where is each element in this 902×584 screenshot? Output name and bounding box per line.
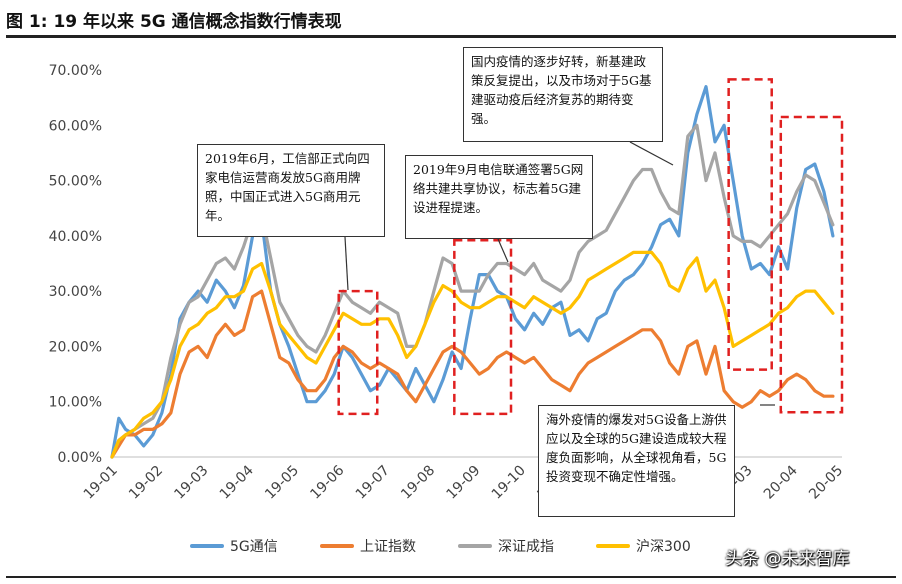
- callout-sept-sharing: 2019年9月电信联通签署5G网络共建共享协议，标志着5G建设进程提速。: [405, 155, 593, 239]
- highlight-box-3: [779, 115, 844, 414]
- callout-june-license: 2019年6月，工信部正式向四家电信运营商发放5G商用牌照，中国正式进入5G商用…: [197, 144, 385, 237]
- title-rule: [6, 35, 896, 38]
- bottom-rule: [6, 576, 896, 578]
- legend-item-sse: 上证指数: [320, 534, 416, 558]
- x-tick-label: 20-04: [761, 462, 801, 502]
- highlight-box-1: [453, 239, 513, 416]
- series-line-5g: [110, 85, 835, 459]
- legend-item-5g: 5G通信: [190, 534, 278, 558]
- y-tick-label: 60.00%: [49, 118, 102, 134]
- x-tick-label: 19-02: [126, 463, 166, 503]
- x-tick-label: 20-05: [806, 463, 846, 503]
- y-tick-label: 20.00%: [49, 339, 102, 355]
- x-tick-label: 19-07: [353, 463, 393, 503]
- x-tick-label: 19-06: [307, 462, 347, 502]
- callout-pointer-2: [629, 141, 674, 166]
- y-tick-label: 50.00%: [49, 174, 102, 190]
- legend-item-szse: 深证成指: [458, 534, 554, 558]
- legend-swatch-5g: [190, 544, 224, 548]
- legend-label-5g: 5G通信: [230, 539, 278, 555]
- callout-domestic-recovery: 国内疫情的逐步好转，新基建政策反复提出，以及市场对于5G基建驱动疫后经济复苏的期…: [463, 47, 663, 142]
- x-tick-label: 19-09: [443, 463, 483, 503]
- series-line-szse: [110, 123, 835, 459]
- y-tick-label: 0.00%: [58, 450, 102, 466]
- legend-label-sse: 上证指数: [360, 539, 416, 555]
- legend-item-hs300: 沪深300: [596, 534, 691, 558]
- x-tick-label: 19-01: [81, 463, 121, 503]
- y-tick-label: 40.00%: [49, 229, 102, 245]
- legend-label-szse: 深证成指: [498, 539, 554, 555]
- x-tick-label: 19-05: [262, 463, 302, 503]
- legend-swatch-hs300: [596, 544, 630, 548]
- watermark: 头条 @未来智库: [725, 549, 850, 569]
- callout-overseas-impact: 海外疫情的爆发对5G设备上游供应以及全球的5G建设造成较大程度负面影响，从全球视…: [538, 405, 735, 517]
- series-line-sse: [110, 289, 835, 459]
- y-tick-label: 70.00%: [49, 63, 102, 79]
- y-tick-label: 30.00%: [49, 284, 102, 300]
- callout-pointer-0: [344, 236, 349, 291]
- callout-pointer-1: [497, 238, 509, 263]
- title-bar: 图 1: 19 年以来 5G 通信概念指数行情表现: [6, 4, 896, 38]
- x-tick-label: 19-03: [171, 463, 211, 503]
- chart-legend: 5G通信 上证指数 深证成指 沪深300: [190, 534, 750, 558]
- page-title: 图 1: 19 年以来 5G 通信概念指数行情表现: [6, 12, 342, 32]
- x-tick-label: 19-10: [489, 463, 529, 503]
- legend-swatch-sse: [320, 544, 354, 548]
- y-tick-label: 10.00%: [49, 395, 102, 411]
- legend-label-hs300: 沪深300: [636, 539, 691, 555]
- series-line-hs300: [110, 250, 835, 459]
- highlight-box-0: [337, 289, 379, 416]
- x-tick-label: 19-04: [217, 462, 257, 502]
- x-tick-label: 19-08: [398, 463, 438, 503]
- legend-swatch-szse: [458, 544, 492, 548]
- highlight-box-2: [727, 78, 773, 371]
